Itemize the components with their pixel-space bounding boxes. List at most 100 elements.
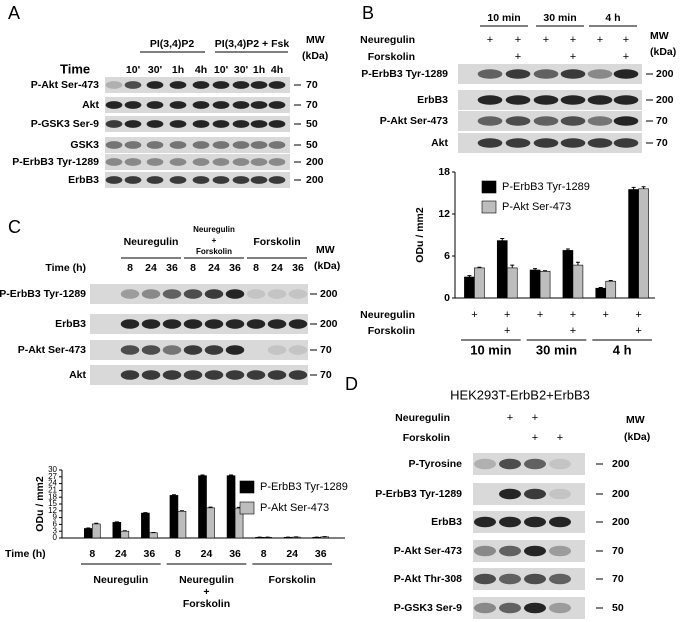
blot-band — [232, 176, 250, 184]
bar — [628, 189, 639, 299]
error-bar — [608, 280, 613, 282]
x-tick-label: 24 — [115, 548, 127, 560]
blot-band — [477, 116, 503, 126]
row-label: P-ErbB3 Tyr-1289 — [12, 156, 99, 168]
panel-label: A — [8, 3, 20, 23]
blot-band — [613, 69, 639, 79]
blot-band — [268, 158, 286, 166]
time-tick: 8 — [127, 262, 133, 274]
mw-label: 70 — [612, 545, 624, 557]
blot-band — [146, 176, 164, 184]
blot-band — [288, 345, 308, 355]
blot-band — [499, 545, 521, 557]
time-tick: 24 — [208, 262, 220, 274]
blot-band — [146, 141, 164, 149]
error-bar — [510, 264, 515, 268]
group-label: Forskolin — [253, 236, 300, 248]
blot-band — [499, 516, 521, 528]
blot-band — [204, 289, 224, 299]
row-label: ErbB3 — [55, 318, 86, 330]
blot-band — [560, 69, 586, 79]
blot-band — [204, 319, 224, 329]
error-bar — [500, 238, 505, 241]
x-tick-label: 8 — [89, 548, 95, 560]
blot-band — [124, 120, 142, 128]
time-label: Time (h) — [45, 262, 86, 274]
x-tick-label: 24 — [286, 548, 298, 560]
x-tick-label: 36 — [315, 548, 327, 560]
blot-band — [120, 345, 140, 355]
blot-band — [549, 545, 571, 557]
legend-label: P-ErbB3 Tyr-1289 — [260, 481, 348, 493]
mw-label: 70 — [306, 79, 318, 91]
blot-band — [505, 69, 531, 79]
blot-band — [524, 545, 546, 557]
blot-band — [183, 319, 203, 329]
row-label: P-GSK3 Ser-9 — [31, 118, 99, 130]
group-label: Forskolin — [196, 247, 232, 256]
blot-band — [613, 95, 639, 105]
blot-band — [524, 488, 546, 500]
blot-strip — [105, 154, 290, 170]
row-label: P-ErbB3 Tyr-1289 — [361, 68, 448, 80]
bar — [141, 512, 150, 539]
plus-mark: + — [623, 51, 629, 63]
blot-band — [124, 101, 142, 109]
blot-band — [105, 101, 123, 109]
blot-band — [146, 120, 164, 128]
group-label: PI(3,4)P2 — [150, 38, 195, 50]
blot-band — [613, 138, 639, 148]
blot-band — [225, 319, 245, 329]
row-label: P-ErbB3 Tyr-1289 — [375, 488, 462, 500]
bar — [595, 287, 607, 299]
blot-band — [268, 81, 286, 89]
bar — [572, 264, 584, 299]
y-tick-label: 30 — [48, 465, 57, 474]
legend-label: P-Akt Ser-473 — [260, 502, 329, 514]
x-tick-label: 8 — [261, 548, 267, 560]
blot-band — [212, 158, 230, 166]
mw-label: 200 — [612, 458, 630, 470]
time-label: 30 min — [543, 12, 576, 24]
mw-label: 50 — [306, 139, 318, 151]
time-label: Time — [60, 61, 90, 76]
blot-band — [288, 370, 308, 380]
mw-label: 200 — [306, 174, 324, 186]
mw-label: 200 — [612, 516, 630, 528]
blot-band — [124, 141, 142, 149]
blot-band — [474, 545, 496, 557]
error-bar — [208, 506, 213, 508]
treatment-label: Neuregulin — [395, 412, 450, 424]
blot-band — [250, 141, 268, 149]
bar — [112, 522, 122, 539]
blot-band — [474, 602, 496, 614]
blot-band — [192, 120, 210, 128]
plus-mark: + — [537, 309, 543, 321]
group-label: Neuregulin — [179, 574, 234, 586]
blot-band — [524, 602, 546, 614]
x-tick-label: 36 — [229, 548, 241, 560]
plus-mark: + — [504, 325, 510, 337]
plus-mark: + — [603, 309, 609, 321]
error-bar — [565, 248, 570, 251]
blot-band — [192, 81, 210, 89]
blot-band — [162, 319, 182, 329]
blot-band — [141, 345, 161, 355]
error-bar — [631, 186, 636, 190]
y-tick-label: 15 — [48, 499, 57, 508]
time-tick: 1h — [172, 64, 184, 76]
blot-band — [267, 289, 287, 299]
plus-mark: + — [570, 309, 576, 321]
y-tick-label: 9 — [53, 513, 58, 522]
blot-band — [212, 120, 230, 128]
error-bar — [575, 261, 580, 266]
panel-label: C — [8, 217, 21, 237]
time-tick: 8 — [253, 262, 259, 274]
error-bar — [171, 494, 176, 496]
blot-band — [225, 345, 245, 355]
blot-band — [120, 289, 140, 299]
blot-band — [192, 141, 210, 149]
time-tick: 8 — [190, 262, 196, 274]
blot-band — [613, 116, 639, 126]
